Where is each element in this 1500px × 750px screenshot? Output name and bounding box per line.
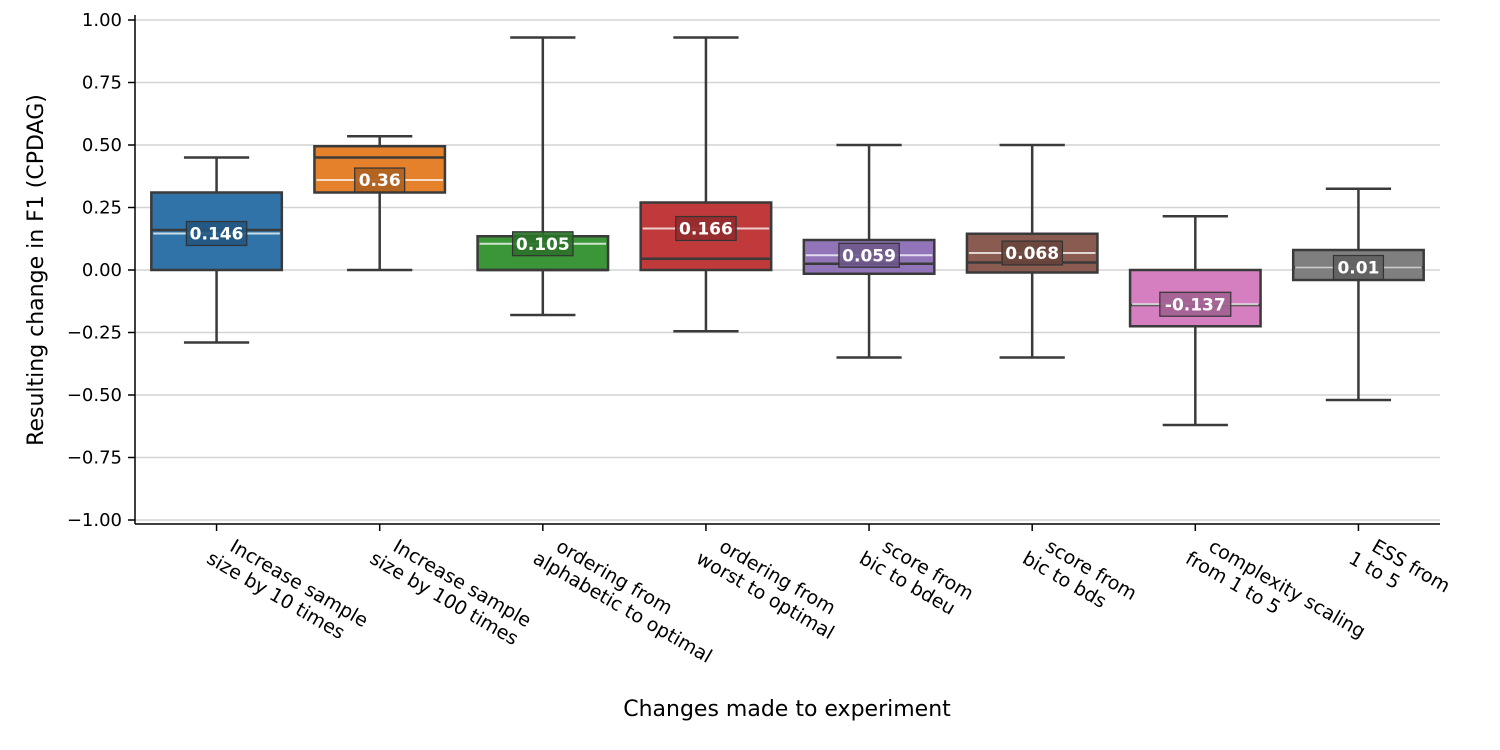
mean-label-shade [186, 221, 247, 246]
mean-label-box [675, 215, 737, 242]
y-tick-label: 0.25 [82, 198, 122, 219]
x-tick-label: ESS from1 to 5 [1345, 528, 1454, 616]
mean-label-box [838, 242, 900, 268]
y-tick-label: −0.25 [67, 323, 122, 344]
box-series: 0.146 0.36 0.105 0.166 0.059 0.068 -0.137 0.01 [150, 36, 1425, 427]
mean-label: 0.068 [1005, 244, 1059, 264]
x-tick-label: complexity scalingfrom 1 to 5 [1182, 528, 1370, 662]
mean-label-shade [838, 243, 900, 268]
mean-label-box [1001, 240, 1064, 266]
mean-label-shade [675, 216, 737, 241]
box-group: 0.166 [639, 36, 773, 333]
x-tick-label: score frombic to bdeu [855, 528, 977, 624]
y-tick-label: −0.75 [67, 448, 122, 469]
mean-label: 0.36 [359, 171, 401, 191]
y-tick-label: −0.50 [67, 385, 122, 406]
box-group: -0.137 [1128, 215, 1262, 427]
y-tick-label: −1.00 [67, 510, 122, 531]
y-tick-label: 0.75 [82, 73, 122, 94]
box-group: 0.105 [476, 36, 610, 317]
box-group: 0.146 [150, 156, 284, 344]
box-iqr [1128, 268, 1262, 328]
mean-label-box [1332, 254, 1385, 281]
x-tick-label-line: alphabetic to optimal [529, 547, 715, 667]
mean-label-box [511, 231, 574, 257]
mean-label: -0.137 [1165, 295, 1226, 315]
y-axis-title: Resulting change in F1 (CPDAG) [24, 94, 49, 446]
mean-label-shade [354, 168, 405, 192]
box-group: 0.059 [802, 143, 936, 359]
x-tick-label: ordering fromworst to optimal [692, 528, 849, 644]
mean-label-shade [1333, 255, 1384, 280]
mean-label-box [1159, 291, 1232, 317]
x-tick-label: score frombic to bds [1019, 528, 1141, 624]
mean-label-box [185, 220, 248, 247]
x-tick-label: Increase samplesize by 100 times [366, 528, 535, 651]
mean-label: 0.01 [1337, 259, 1379, 279]
x-tick-label: Increase samplesize by 10 times [203, 528, 372, 651]
mean-label: 0.059 [842, 246, 896, 266]
mean-label: 0.166 [679, 220, 733, 240]
y-tick-label: 0.50 [82, 135, 122, 156]
mean-label-shade [512, 231, 574, 256]
mean-label-box [354, 167, 406, 193]
box-group: 0.068 [965, 143, 1099, 359]
mean-label: 0.105 [516, 235, 570, 255]
box-group: 0.36 [313, 135, 447, 272]
mean-label: 0.146 [190, 225, 244, 245]
mean-label-shade [1159, 292, 1231, 317]
box-group: 0.01 [1291, 187, 1425, 402]
x-tick-label: ordering fromalphabetic to optimal [529, 528, 726, 667]
y-tick-label: 0.00 [82, 260, 122, 281]
axes: 1.00 0.75 0.50 0.25 0.00 −0.25 −0.50 −0.75 −1.00… [67, 10, 1454, 668]
mean-label-shade [1001, 241, 1063, 265]
x-axis-title: Changes made to experiment [623, 697, 951, 722]
y-tick-label: 1.00 [82, 10, 122, 31]
